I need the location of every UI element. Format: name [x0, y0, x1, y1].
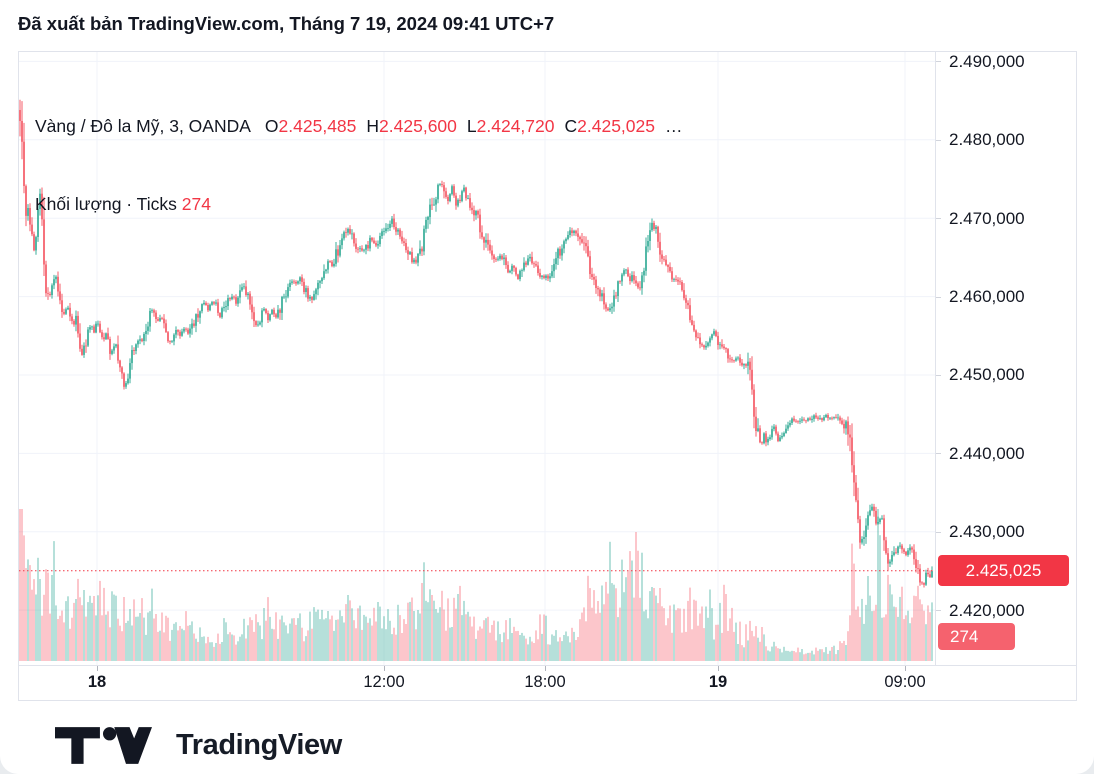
ohlc-high: H2.425,600	[366, 116, 457, 136]
ohlc-open: O2.425,485	[264, 116, 357, 136]
price-scale-tick	[936, 375, 941, 376]
price-chart-canvas[interactable]	[19, 52, 935, 665]
time-scale-label: 18:00	[524, 673, 566, 691]
time-scale-label: 18	[87, 673, 107, 691]
price-scale-tick	[936, 140, 941, 141]
price-scale-label: 2.490,000	[949, 51, 1025, 71]
price-scale-label: 2.450,000	[949, 365, 1025, 385]
price-scale-label: 2.470,000	[949, 208, 1025, 228]
time-scale-tick	[545, 666, 546, 671]
ohlc-ellipsis: …	[665, 116, 683, 136]
footer-branding: TradingView	[55, 725, 342, 765]
time-scale-tick	[718, 666, 719, 671]
time-scale-tick	[905, 666, 906, 671]
price-scale-label: 2.480,000	[949, 130, 1025, 150]
current-volume-badge: 274	[938, 623, 1015, 650]
ohlc-close: C2.425,025	[564, 116, 656, 136]
price-scale[interactable]: 2.490,000 2.480,000 2.470,000 2.460,000 2.45…	[935, 52, 1076, 665]
time-scale-tick	[97, 666, 98, 671]
time-scale-label: 12:00	[363, 673, 405, 691]
time-scale-label: 09:00	[884, 673, 926, 691]
volume-indicator-value: 274	[181, 194, 211, 214]
symbol-legend-row: Vàng / Đô la Mỹ, 3, OANDA O2.425,485 H2.42…	[35, 113, 683, 139]
symbol-title[interactable]: Vàng / Đô la Mỹ, 3, OANDA	[35, 116, 251, 136]
chart-widget: Vàng / Đô la Mỹ, 3, OANDA O2.425,485 H2.42…	[18, 51, 1077, 701]
price-scale-tick	[936, 532, 941, 533]
time-scale-label: 19	[708, 673, 728, 691]
current-price-badge: 2.425,025	[938, 555, 1069, 587]
chart-legend: Vàng / Đô la Mỹ, 3, OANDA O2.425,485 H2.42…	[35, 61, 683, 269]
volume-legend-row: Khối lượng · Ticks 274	[35, 191, 683, 217]
price-scale-tick	[936, 61, 941, 62]
price-scale-tick	[936, 297, 941, 298]
price-scale-label: 2.420,000	[949, 600, 1025, 620]
price-scale-label: 2.460,000	[949, 287, 1025, 307]
price-scale-tick	[936, 610, 941, 611]
published-header-text: Đã xuất bản TradingView.com, Tháng 7 19,…	[18, 13, 555, 34]
tradingview-logo-icon[interactable]	[55, 726, 152, 764]
time-scale[interactable]: 18 12:00 18:00 19 09:00	[19, 665, 1076, 699]
price-scale-label: 2.440,000	[949, 443, 1025, 463]
price-scale-tick	[936, 453, 941, 454]
price-scale-label: 2.430,000	[949, 522, 1025, 542]
price-scale-tick	[936, 218, 941, 219]
ohlc-low: L2.424,720	[466, 116, 555, 136]
tradingview-brand-text[interactable]: TradingView	[176, 728, 342, 761]
volume-indicator-label[interactable]: Khối lượng · Ticks	[35, 194, 177, 214]
time-scale-tick	[384, 666, 385, 671]
